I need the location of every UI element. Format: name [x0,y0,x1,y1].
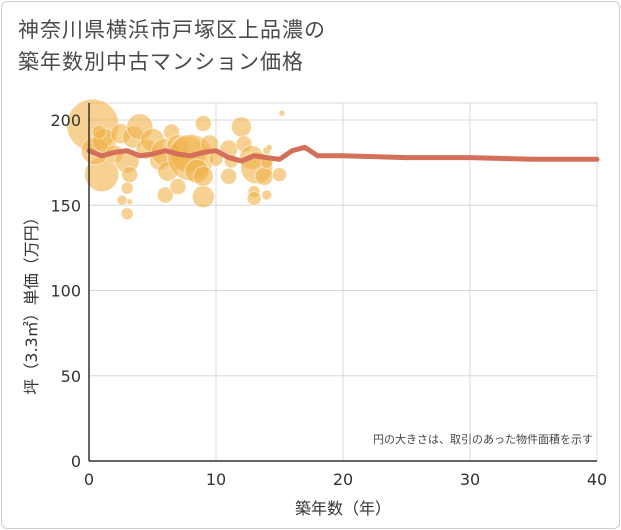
bubble-point [261,189,273,201]
bubble-point [192,165,214,187]
chart-title: 神奈川県横浜市戸塚区上品濃の 築年数別中古マンション価格 [18,14,326,78]
bubble-point [272,167,287,183]
x-tick-label: 0 [84,470,94,489]
y-axis-label: 坪（3.3㎡）単価（万円） [22,209,41,394]
bubble-point [246,190,262,206]
x-tick-label: 10 [206,470,226,489]
bubble-layer [66,98,287,221]
chart-title-line-2: 築年数別中古マンション価格 [18,50,304,74]
bubble-point [116,194,128,206]
bubble-point [254,166,274,186]
grid-lines [88,102,598,462]
x-tick-label: 30 [460,470,480,489]
y-tick-label: 0 [71,452,81,471]
bubble-point [120,181,134,195]
bubble-point [120,207,134,221]
average-price-line [86,144,600,164]
x-tick-label: 20 [333,470,353,489]
y-tick-label: 200 [50,111,81,130]
bubble-point [194,114,212,132]
bubble-point [220,167,238,185]
y-tick-label: 100 [50,282,81,301]
y-tick-label: 50 [61,367,81,386]
bubble-point [230,116,252,138]
bubble-point [169,178,187,196]
x-tick-label: 40 [587,470,607,489]
average-line-layer [86,144,600,164]
bubble-point [126,198,134,206]
bubble-point [121,166,139,184]
tick-labels: 0 50 100 150 200 0 10 20 30 40 [50,111,607,489]
bubble-point [156,186,174,204]
axes [88,103,597,462]
bubble-point [265,143,273,151]
bubble-point [191,185,215,209]
y-tick-label: 150 [50,196,81,215]
bubble-point [278,109,286,117]
chart-title-line-1: 神奈川県横浜市戸塚区上品濃の [18,18,326,42]
bubble-size-note: 円の大きさは、取引のあった物件面積を示す [373,432,593,446]
x-axis-label: 築年数（年） [295,499,391,518]
bubble-point [91,124,107,140]
